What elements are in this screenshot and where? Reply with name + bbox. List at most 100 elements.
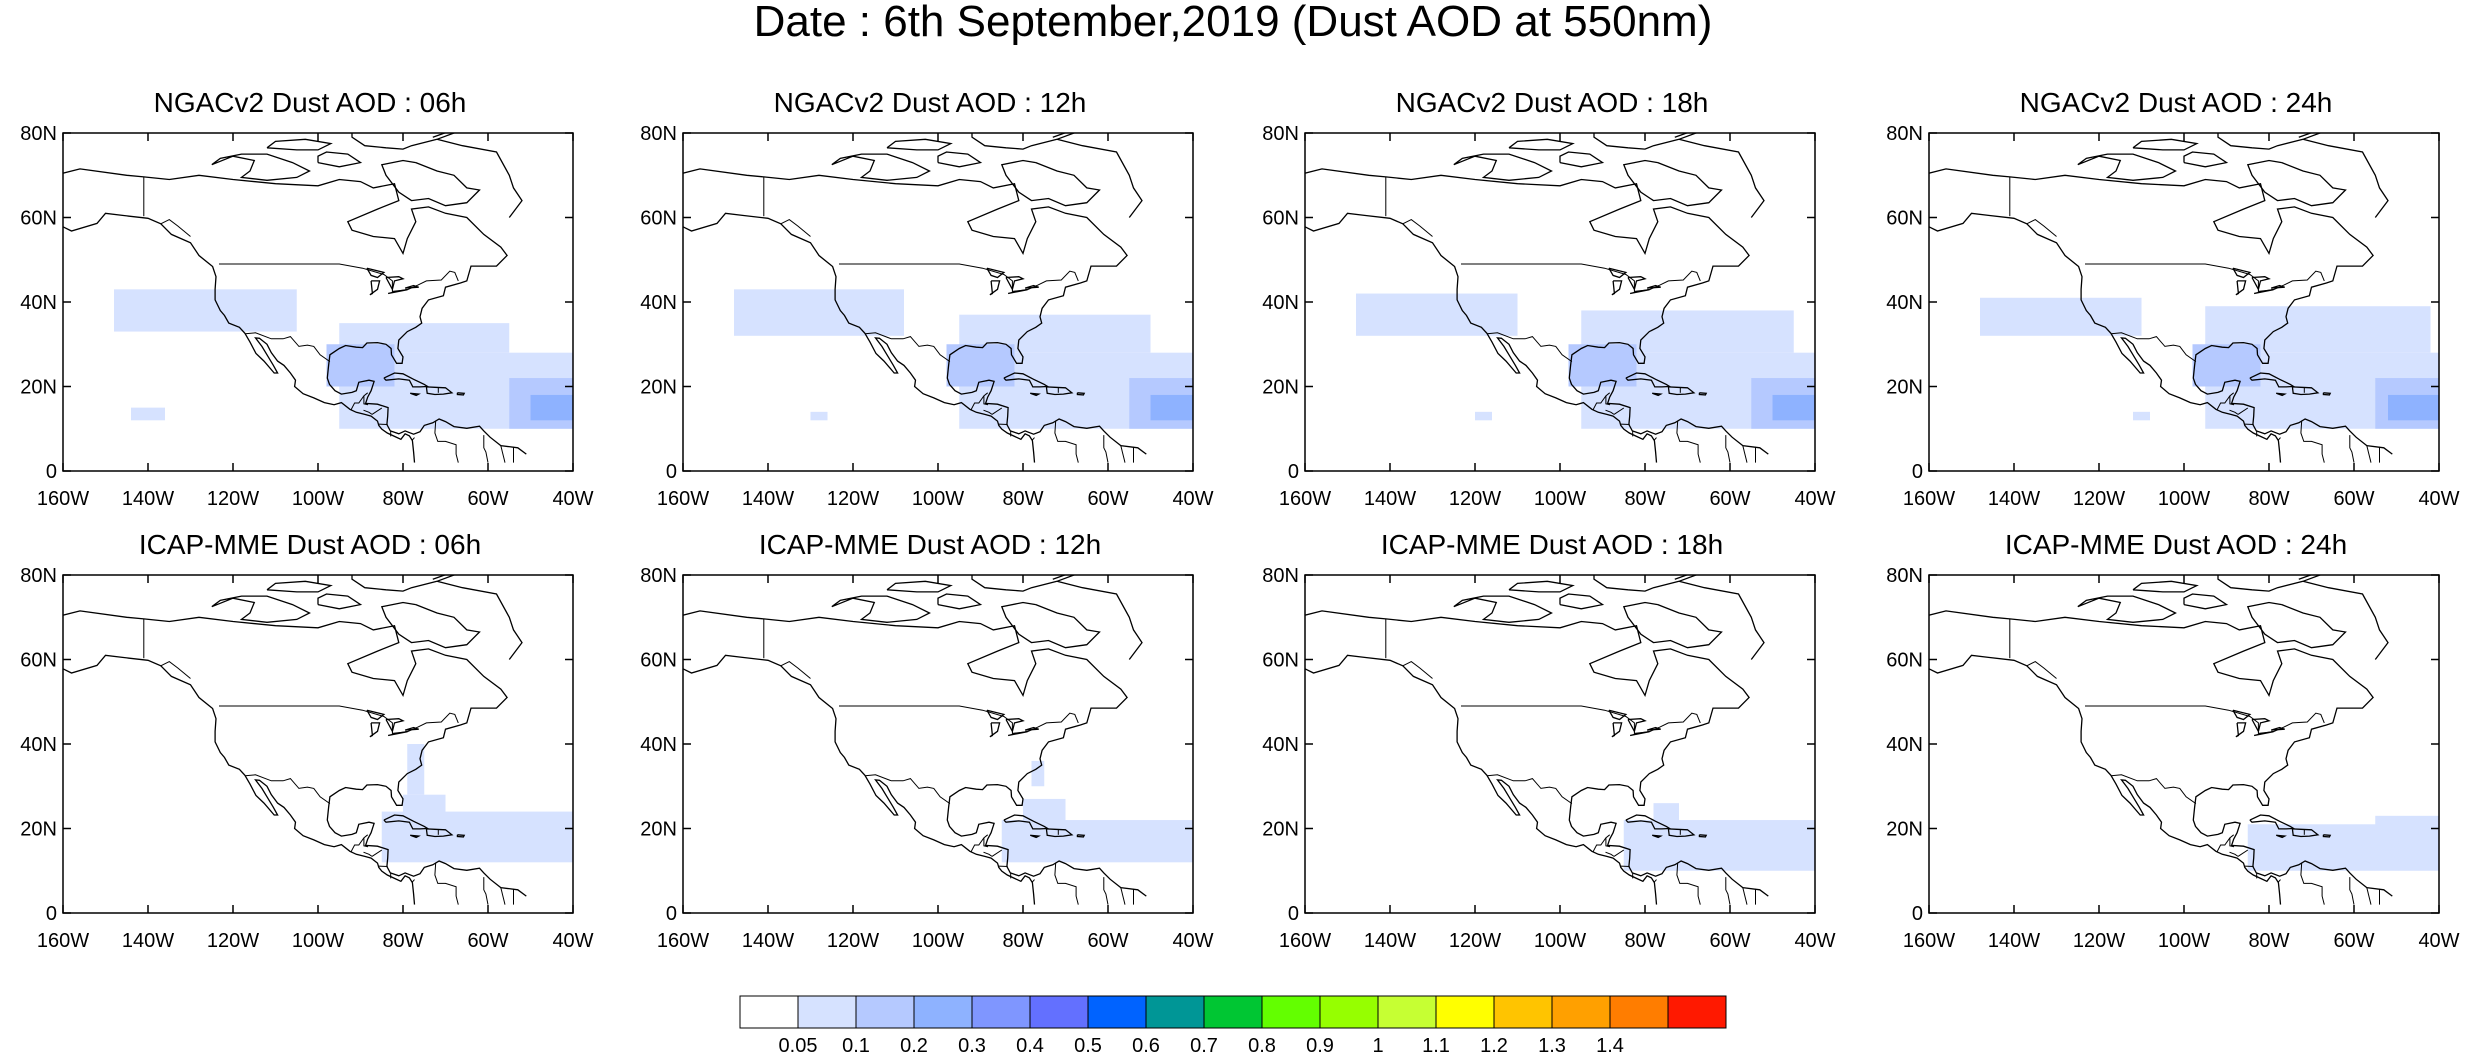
coastline	[887, 139, 951, 150]
dust-aod-cell	[531, 395, 574, 420]
coastline	[367, 268, 384, 277]
border-line	[1032, 880, 1035, 883]
lon-tick-label: 40W	[1794, 488, 1835, 510]
lon-tick-label: 120W	[2073, 930, 2125, 952]
border-line	[1654, 880, 1657, 883]
colorbar-label: 0.3	[958, 1035, 986, 1056]
lon-tick-label: 120W	[1449, 930, 1501, 952]
colorbar-swatch	[1552, 996, 1610, 1028]
border-line	[1726, 877, 1730, 905]
coastline	[2133, 581, 2197, 592]
coastline	[972, 120, 1108, 149]
coastline	[1057, 139, 1142, 217]
coastline	[990, 281, 1000, 295]
coastline	[1560, 594, 1603, 609]
border-line	[992, 850, 1002, 856]
colorbar-swatch	[1378, 996, 1436, 1028]
border-line	[839, 264, 1078, 291]
colorbar-label: 1	[1372, 1035, 1383, 1056]
coastline	[1594, 562, 1730, 591]
border-line	[2367, 888, 2371, 905]
border-line	[971, 835, 988, 852]
lon-tick-label: 80W	[382, 930, 423, 952]
dust-aod-cell	[811, 412, 828, 420]
lat-tick-label: 40N	[640, 734, 677, 756]
lon-tick-label: 160W	[1279, 930, 1331, 952]
coastline	[887, 581, 951, 592]
colorbar-swatch	[1610, 996, 1668, 1028]
colorbar-swatch	[1146, 996, 1204, 1028]
dust-aod-cell	[1032, 761, 1045, 786]
lat-tick-label: 40N	[20, 292, 57, 314]
lat-tick-label: 60N	[640, 208, 677, 230]
lon-tick-label: 140W	[742, 930, 794, 952]
coastline	[1679, 139, 1764, 217]
lat-tick-label: 60N	[1886, 208, 1923, 230]
lon-tick-label: 120W	[207, 930, 259, 952]
lat-tick-label: 80N	[20, 123, 57, 145]
dust-aod-field	[1002, 761, 1193, 862]
coastline	[1057, 581, 1142, 659]
dust-aod-field	[1624, 803, 1815, 871]
coastline	[212, 596, 310, 622]
coastline	[382, 603, 480, 648]
dust-aod-cell	[1023, 799, 1066, 829]
coastline	[352, 120, 488, 149]
lat-tick-label: 80N	[640, 123, 677, 145]
coastline	[2233, 268, 2250, 277]
coastline	[2218, 120, 2354, 149]
lon-tick-label: 100W	[912, 488, 964, 510]
coastline	[2078, 596, 2176, 622]
lat-tick-label: 80N	[20, 565, 57, 587]
dust-aod-cell	[1773, 395, 1816, 420]
lat-tick-label: 0	[1912, 903, 1923, 925]
border-line	[1121, 446, 1125, 463]
coastline	[938, 594, 981, 609]
border-line	[1121, 888, 1125, 905]
lon-tick-label: 100W	[2158, 930, 2210, 952]
lon-tick-label: 60W	[2333, 488, 2374, 510]
lon-tick-label: 60W	[1087, 930, 1128, 952]
lon-tick-label: 100W	[292, 930, 344, 952]
colorbar-swatch	[1320, 996, 1378, 1028]
colorbar-swatch	[914, 996, 972, 1028]
lat-tick-label: 20N	[1262, 819, 1299, 841]
coastline	[1624, 161, 1722, 206]
border-line	[1654, 438, 1657, 441]
dust-aod-field	[734, 289, 1193, 428]
border-line	[2367, 446, 2371, 463]
lon-tick-label: 140W	[1988, 930, 2040, 952]
colorbar-swatch	[1436, 996, 1494, 1028]
coastline	[2236, 281, 2246, 295]
border-line	[1487, 333, 1572, 362]
border-line	[1743, 888, 1747, 905]
lat-tick-label: 40N	[640, 292, 677, 314]
coastline	[1612, 723, 1622, 737]
border-line	[2238, 850, 2248, 856]
coastline	[2299, 120, 2439, 137]
lon-tick-label: 120W	[827, 930, 879, 952]
coastline	[1560, 152, 1603, 167]
lat-tick-label: 80N	[1886, 123, 1923, 145]
border-line	[2085, 264, 2324, 291]
lon-tick-label: 40W	[2418, 488, 2459, 510]
lat-tick-label: 40N	[1262, 734, 1299, 756]
border-line	[501, 446, 505, 463]
border-line	[351, 835, 368, 852]
dust-aod-cell	[2133, 412, 2150, 420]
lat-tick-label: 80N	[1262, 123, 1299, 145]
colorbar-label: 0.6	[1132, 1035, 1160, 1056]
lat-tick-label: 20N	[640, 377, 677, 399]
coastline	[2233, 710, 2250, 719]
coastline	[382, 161, 480, 206]
lon-tick-label: 60W	[2333, 930, 2374, 952]
lon-tick-label: 80W	[1002, 930, 1043, 952]
dust-aod-field	[382, 744, 573, 862]
